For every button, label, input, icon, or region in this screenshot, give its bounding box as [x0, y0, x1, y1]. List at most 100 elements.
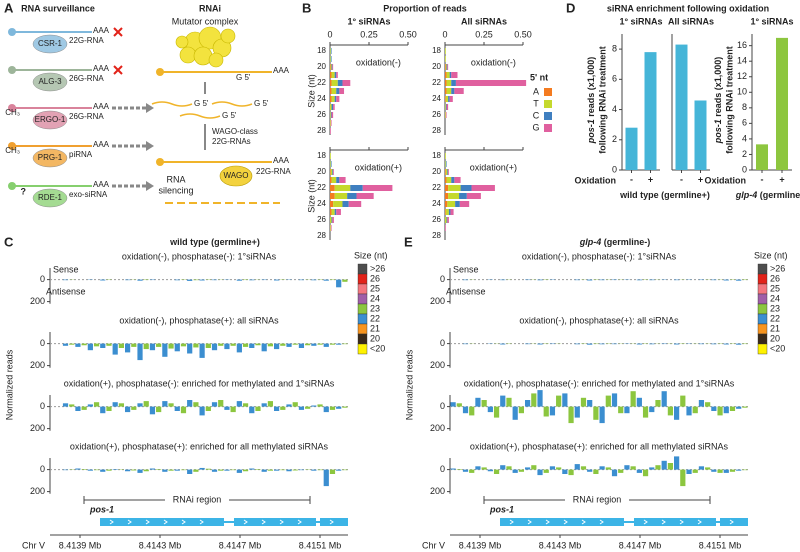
- read-bar: [475, 397, 481, 407]
- read-bar: [149, 343, 156, 351]
- read-bar: [329, 469, 336, 474]
- track-title: oxidation(-), phosphatase(+): all siRNAs: [119, 315, 279, 325]
- bar-segment: [330, 112, 331, 118]
- read-bar: [267, 401, 273, 407]
- strand-arrow: [527, 519, 532, 525]
- read-bar: [274, 279, 280, 281]
- y-tick-label: 0: [440, 338, 445, 348]
- read-bar: [292, 402, 298, 407]
- bar-segment: [446, 177, 452, 183]
- cap: [8, 66, 16, 74]
- bar-segment: [330, 128, 331, 134]
- legend-swatch: [357, 303, 368, 315]
- bar-segment: [445, 112, 446, 118]
- bar-segment: [330, 64, 331, 70]
- bar-segment: [448, 96, 450, 102]
- read-bar: [729, 469, 736, 472]
- read-bar: [667, 406, 673, 416]
- y-tick-label: 26: [432, 110, 441, 119]
- read-bar: [574, 464, 580, 470]
- y-tick-label: 200: [430, 486, 445, 496]
- read-bar: [611, 469, 618, 477]
- read-bar: [193, 469, 199, 472]
- bar-segment: [454, 177, 461, 183]
- y-tick-label: 26: [432, 215, 441, 224]
- read-bar: [236, 401, 242, 407]
- read-bar: [686, 469, 692, 474]
- read-bar: [630, 466, 636, 470]
- bar-segment: [449, 72, 452, 78]
- legend-title: 5' nt: [530, 72, 548, 82]
- y-axis-label: Size (nt): [306, 74, 316, 108]
- read-bar: [193, 343, 199, 348]
- bar-segment: [330, 48, 331, 54]
- legend-swatch: [357, 263, 368, 275]
- legend-label: 23: [370, 303, 380, 313]
- protein-label: RDE-1: [38, 193, 63, 202]
- read-bar: [242, 403, 249, 407]
- read-bar: [323, 343, 329, 347]
- read-bar: [267, 343, 273, 347]
- read-bar: [599, 279, 605, 281]
- bar-segment: [330, 96, 332, 102]
- bar-segment: [447, 64, 449, 70]
- read-bar: [698, 400, 705, 407]
- read-bar: [199, 343, 205, 358]
- read-bar: [143, 401, 149, 407]
- read-bar: [469, 469, 475, 473]
- small-rna-label: 22G-RNA: [69, 36, 104, 45]
- bar-segment: [331, 64, 333, 70]
- label-bg: [165, 494, 229, 506]
- strand-arrow: [679, 519, 684, 525]
- read-bar: [462, 406, 469, 414]
- y-axis-label: following RNAi treatment: [597, 46, 607, 154]
- read-bar: [112, 469, 118, 470]
- bar-segment: [342, 80, 351, 86]
- polya: AAA: [93, 140, 110, 149]
- y-axis-text: reads (x1,000): [586, 57, 596, 120]
- legend-label: 26: [370, 273, 380, 283]
- read-bar: [531, 465, 537, 470]
- silencing: RNA: [166, 174, 185, 184]
- wago-class: WAGO-class: [212, 127, 258, 136]
- polya: AAA: [93, 64, 110, 73]
- bar-segment: [336, 88, 340, 94]
- chromosome: Chr V: [22, 540, 45, 550]
- y-tick-label: 8: [612, 43, 617, 53]
- legend-label: 25: [770, 283, 780, 293]
- bar-segment: [337, 80, 343, 86]
- read-bar: [131, 406, 137, 410]
- complex: [175, 35, 189, 49]
- read-bar: [242, 469, 249, 472]
- strand-arrow: [599, 519, 604, 525]
- read-bar: [205, 468, 211, 470]
- y-tick-label: 0: [40, 401, 45, 411]
- bar-segment: [445, 161, 446, 167]
- y-tick-label: 28: [317, 231, 326, 240]
- bar-segment: [445, 209, 446, 215]
- exon: [100, 518, 224, 526]
- g5: G 5': [222, 111, 237, 120]
- strand-arrow: [243, 519, 248, 525]
- bar-segment: [330, 56, 331, 62]
- strand-arrow: [581, 519, 586, 525]
- legend-label: 21: [770, 323, 780, 333]
- bar-segment: [445, 112, 447, 118]
- section-title: RNA surveillance: [21, 3, 95, 13]
- legend-swatch: [757, 293, 768, 305]
- x-tick-label: -: [680, 174, 683, 184]
- read-bar: [118, 403, 124, 407]
- silencing: silencing: [158, 185, 193, 195]
- bar-segment: [350, 185, 363, 191]
- read-bar: [168, 403, 174, 407]
- protein: [32, 110, 68, 130]
- x-tick-label: 0.25: [475, 29, 493, 39]
- read-bar: [156, 469, 162, 470]
- x-tick-label: 8.4147 Mb: [219, 540, 262, 550]
- read-bar: [249, 279, 255, 281]
- legend-label: A: [533, 86, 539, 96]
- read-bar: [100, 343, 106, 348]
- bar-segment: [447, 169, 449, 175]
- y-tick-label: 28: [432, 126, 441, 135]
- bar-segment: [332, 217, 334, 223]
